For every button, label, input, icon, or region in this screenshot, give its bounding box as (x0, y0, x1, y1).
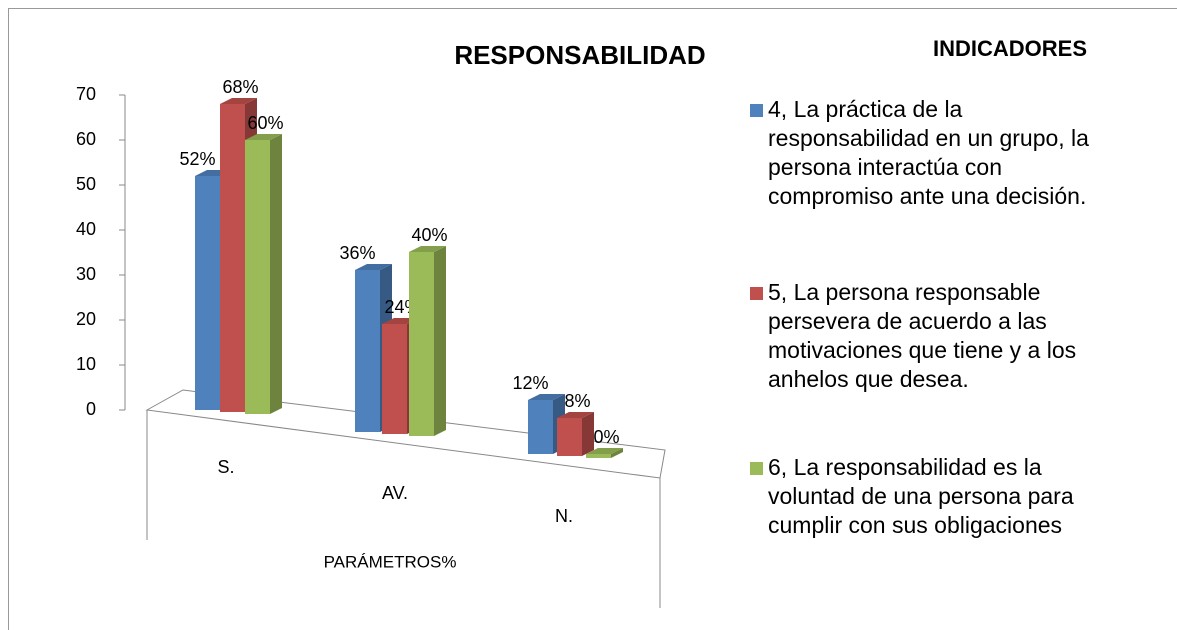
bar-front (245, 140, 270, 414)
bar-front (382, 324, 407, 434)
data-label: 36% (339, 243, 375, 263)
bar-top (528, 394, 565, 400)
data-label: 0% (593, 427, 619, 447)
y-tick-label: 50 (76, 174, 96, 194)
chart-title: RESPONSABILIDAD (454, 40, 705, 70)
floor (145, 389, 666, 479)
y-tick-label: 10 (76, 354, 96, 374)
x-tick-label: N. (555, 506, 573, 526)
x-axis-title: PARÁMETROS% (324, 552, 457, 571)
legend-title: INDICADORES (933, 36, 1087, 61)
data-label: 68% (222, 77, 258, 97)
legend-label: 4, La práctica de la responsabilidad en … (768, 96, 1089, 209)
x-tick-label: S. (217, 457, 234, 477)
y-tick-label: 30 (76, 264, 96, 284)
bar (586, 448, 623, 458)
bar (245, 134, 282, 414)
x-tick-label: AV. (382, 483, 408, 503)
y-tick-label: 40 (76, 219, 96, 239)
bar-side (434, 246, 446, 436)
bar-front (220, 104, 245, 412)
legend-swatch (750, 104, 763, 117)
bar-front (557, 418, 582, 456)
bar-top (586, 448, 623, 454)
bar-side (611, 448, 623, 458)
legend-swatch (750, 462, 763, 475)
bar-top (557, 412, 594, 418)
data-label: 40% (411, 225, 447, 245)
bar-side (270, 134, 282, 414)
bar (557, 412, 594, 456)
y-tick-label: 20 (76, 309, 96, 329)
data-label: 52% (179, 149, 215, 169)
y-tick-label: 0 (86, 399, 96, 419)
data-label: 8% (564, 391, 590, 411)
bar-front (195, 176, 220, 410)
bar-front (355, 270, 380, 432)
data-label: 12% (512, 373, 548, 393)
bar-front (409, 252, 434, 436)
bar-front (528, 400, 553, 454)
border (8, 8, 1177, 630)
y-tick-label: 70 (76, 84, 96, 104)
bar (409, 246, 446, 436)
bar-top (409, 246, 446, 252)
y-tick-label: 60 (76, 129, 96, 149)
data-label: 60% (247, 113, 283, 133)
legend-label: 6, La responsabilidad es la voluntad de … (768, 454, 1074, 538)
legend-swatch (750, 287, 763, 300)
legend-label: 5, La persona responsable persevera de a… (768, 279, 1077, 392)
bar-top (245, 134, 282, 140)
bar-top (220, 98, 257, 104)
bar-front (586, 454, 611, 458)
bar-side (582, 412, 594, 456)
bar-top (355, 264, 392, 270)
